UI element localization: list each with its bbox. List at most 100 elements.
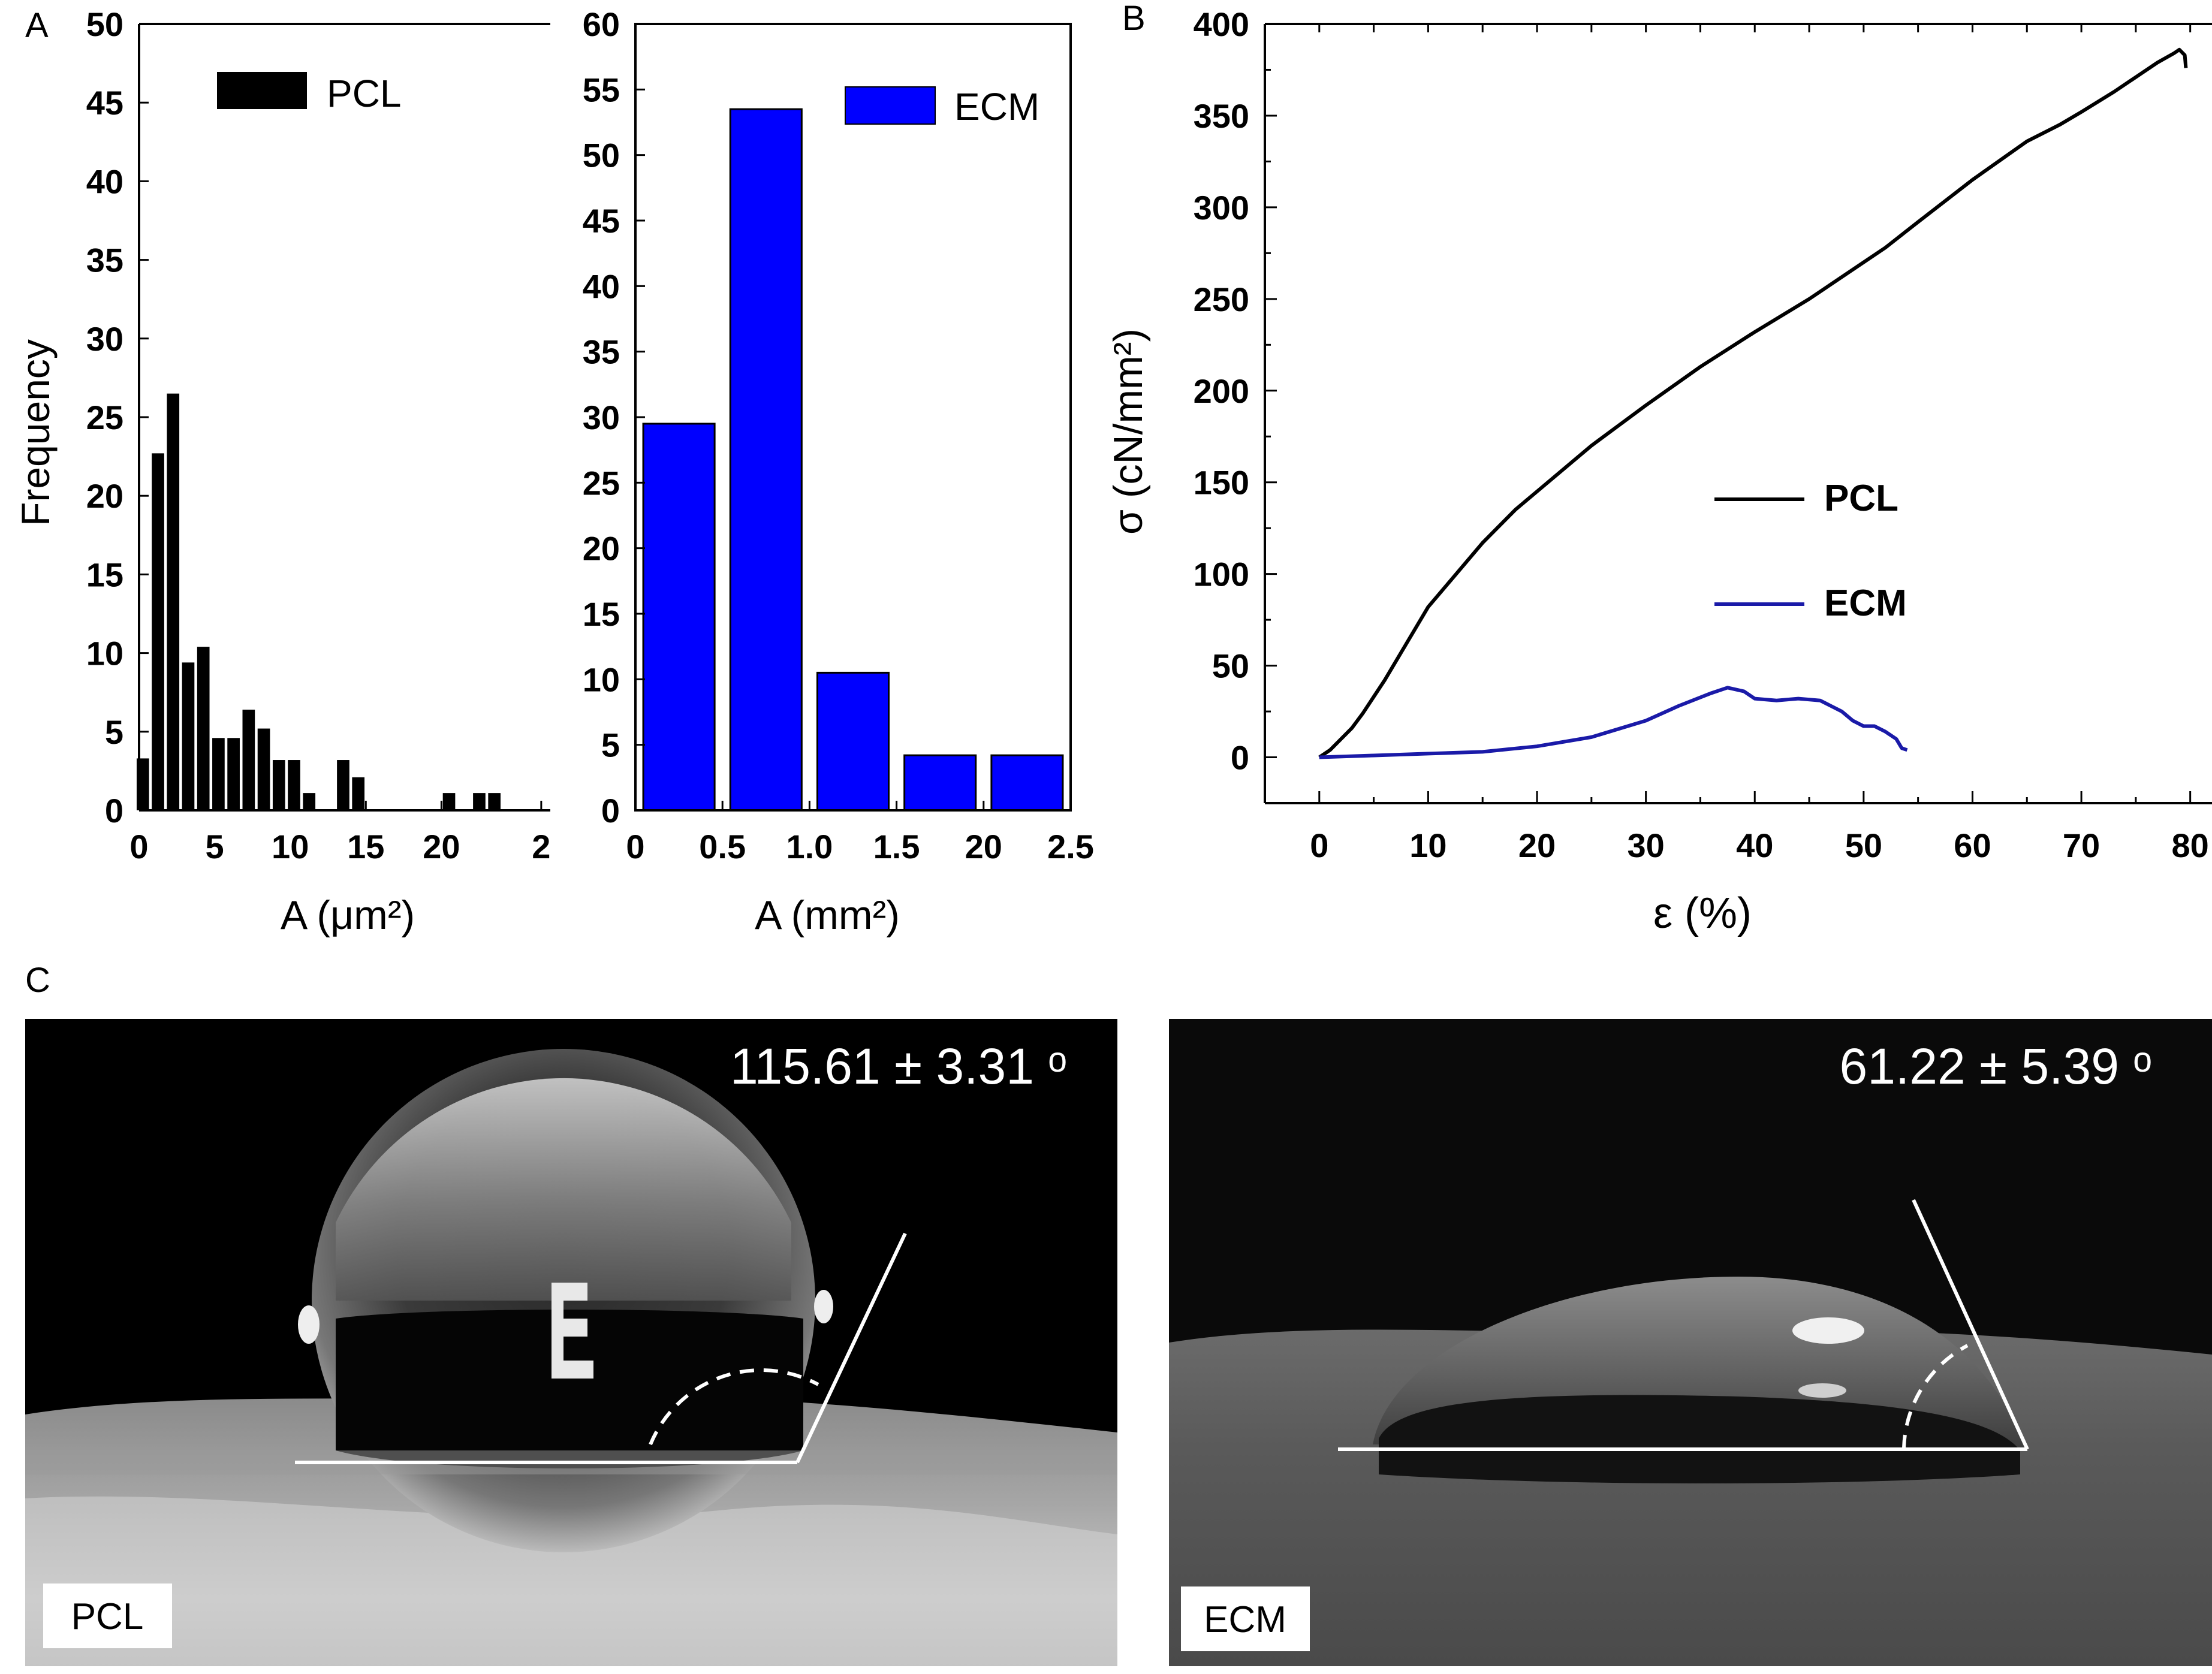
ecm-ytick-label-7: 35 [583, 333, 620, 371]
stress-strain-chart: 0 50 100 150 200 250 300 350 400 0 10 20 30 40 50 60 70… [1105, 5, 2212, 937]
pcl-tangent [795, 1232, 907, 1464]
pcl-xtick-label-3: 15 [347, 828, 384, 865]
pcl-xtick-label-2: 10 [272, 828, 309, 865]
ss-line-ecm [1319, 686, 1908, 759]
ss-xtick-label-3: 30 [1627, 827, 1664, 864]
ecm-legend-swatch [845, 86, 936, 125]
ecm-bar-2 [816, 671, 890, 812]
ecm-frame [634, 23, 1072, 812]
pcl-xtick-label-5: 2 [532, 828, 550, 865]
pcl-ytick-label-2: 10 [86, 635, 123, 672]
ecm-legend-label: ECM [954, 85, 1039, 128]
pcl-angle-arc [649, 1368, 819, 1446]
ecm-ytick-label-9: 45 [583, 202, 620, 240]
pcl-bar-15 [473, 793, 486, 810]
ecm-contact-angle-photo: 61.22 ± 5.39 ᵒ ECM [1169, 1019, 2212, 1666]
ss-ytick-label-7: 350 [1194, 97, 1249, 135]
pcl-bar-13 [352, 777, 365, 810]
pcl-angle-value: 115.61 ± 3.31 ᵒ [730, 1038, 1067, 1094]
ss-ytick-label-0: 0 [1231, 739, 1249, 777]
panel-label-b: B [1122, 0, 1146, 38]
ecm-bar-0 [642, 423, 716, 812]
ecm-ytick-label-10: 50 [583, 137, 620, 174]
ss-y-ticks: 0 50 100 150 200 250 300 350 400 [1194, 5, 1277, 777]
ecm-xtick-label-5: 2.5 [1047, 828, 1094, 865]
ss-ytick-label-8: 400 [1194, 5, 1249, 43]
pcl-ytick-label-1: 5 [105, 713, 123, 751]
pcl-ytick-label-3: 15 [86, 556, 123, 593]
ecm-xtick-label-3: 1.5 [873, 828, 920, 865]
ss-line-pcl [1318, 47, 2188, 759]
ecm-ytick-label-11: 55 [583, 71, 620, 108]
ecm-bars [642, 108, 1064, 812]
pcl-ytick-label-7: 35 [86, 242, 123, 279]
pcl-ytick-label-5: 25 [86, 399, 123, 436]
ecm-ytick-label-1: 5 [601, 726, 620, 764]
pcl-xtick-label-1: 5 [206, 828, 224, 865]
ecm-ytick-label-6: 30 [583, 399, 620, 436]
ss-xtick-label-6: 60 [1954, 827, 1991, 864]
ss-ytick-label-5: 250 [1194, 280, 1249, 318]
ecm-angle-value: 61.22 ± 5.39 ᵒ [1839, 1038, 2152, 1094]
pcl-ytick-label-10: 50 [86, 5, 123, 43]
ss-xtick-label-4: 40 [1736, 827, 1773, 864]
pcl-bar-9 [272, 760, 285, 810]
pcl-legend-label: PCL [327, 72, 402, 115]
ss-ytick-label-2: 100 [1194, 556, 1249, 593]
ss-ytick-label-3: 150 [1194, 464, 1249, 502]
pcl-legend-swatch [217, 72, 307, 109]
pcl-ytick-label-6: 30 [86, 320, 123, 358]
pcl-ytick-label-9: 45 [86, 84, 123, 122]
pcl-y-ticks: 0 5 10 15 20 25 30 35 40 45 50 [86, 5, 149, 830]
ecm-ytick-label-0: 0 [601, 792, 620, 830]
ss-x-label: ε (%) [1653, 889, 1752, 937]
ecm-xtick-label-4: 20 [965, 828, 1002, 865]
ss-xtick-label-5: 50 [1845, 827, 1882, 864]
ss-ytick-label-1: 50 [1212, 647, 1249, 685]
ecm-tangent [1912, 1199, 2029, 1450]
pcl-bar-11 [303, 793, 316, 810]
ss-series [1265, 23, 2212, 759]
ecm-photo-label-box [1181, 1586, 1310, 1651]
ss-xtick-label-0: 0 [1310, 827, 1328, 864]
ss-legend-pcl-label: PCL [1824, 478, 1898, 519]
ss-xtick-label-7: 70 [2063, 827, 2100, 864]
pcl-bar-14 [442, 793, 456, 810]
ecm-ytick-label-4: 20 [583, 530, 620, 568]
ss-xtick-label-1: 10 [1409, 827, 1446, 864]
pcl-bar-8 [257, 728, 270, 810]
ss-ytick-label-6: 300 [1194, 189, 1249, 227]
ecm-bar-1 [729, 108, 803, 812]
pcl-xtick-label-4: 20 [423, 828, 460, 865]
pcl-bar-10 [288, 760, 300, 810]
pcl-bar-5 [212, 738, 225, 810]
ecm-xtick-label-2: 1.0 [786, 828, 833, 865]
pcl-contact-angle-photo: 115.61 ± 3.31 ᵒ PCL [25, 1019, 1117, 1666]
pcl-bar-4 [197, 647, 210, 810]
pcl-bar-7 [242, 710, 255, 810]
ss-x-ticks: 0 10 20 30 40 50 60 70 80 [1310, 24, 2209, 864]
ss-legend-ecm-label: ECM [1824, 583, 1907, 624]
pcl-y-label: Frequency [13, 339, 58, 526]
pcl-x-ticks: 0 5 10 15 20 2 [129, 801, 550, 865]
pcl-bar-3 [182, 662, 195, 810]
ecm-ytick-label-2: 10 [583, 660, 620, 698]
pcl-ytick-label-4: 20 [86, 477, 123, 515]
pcl-bar-2 [167, 393, 180, 810]
ecm-ytick-label-5: 25 [583, 464, 620, 502]
pcl-bar-16 [488, 793, 501, 810]
pcl-bar-1 [152, 453, 164, 810]
pcl-bar-6 [227, 738, 240, 810]
pcl-histogram: 0 5 10 15 20 25 30 35 40 45 50 0 5 10 15 20 2 PCL Frequ… [13, 5, 550, 938]
ss-y-label: σ (cN/mm²) [1105, 328, 1151, 535]
ecm-ytick-label-12: 60 [583, 5, 620, 43]
ecm-x-ticks: 0 0.5 1.0 1.5 20 2.5 [626, 801, 1094, 865]
ecm-xtick-label-0: 0 [626, 828, 644, 865]
ss-xtick-label-8: 80 [2172, 827, 2209, 864]
ss-ytick-label-4: 200 [1194, 372, 1249, 410]
panel-label-a: A [25, 6, 49, 45]
pcl-reflection-glyph [552, 1283, 593, 1379]
ecm-xtick-label-1: 0.5 [699, 828, 746, 865]
pcl-bars [136, 393, 501, 810]
